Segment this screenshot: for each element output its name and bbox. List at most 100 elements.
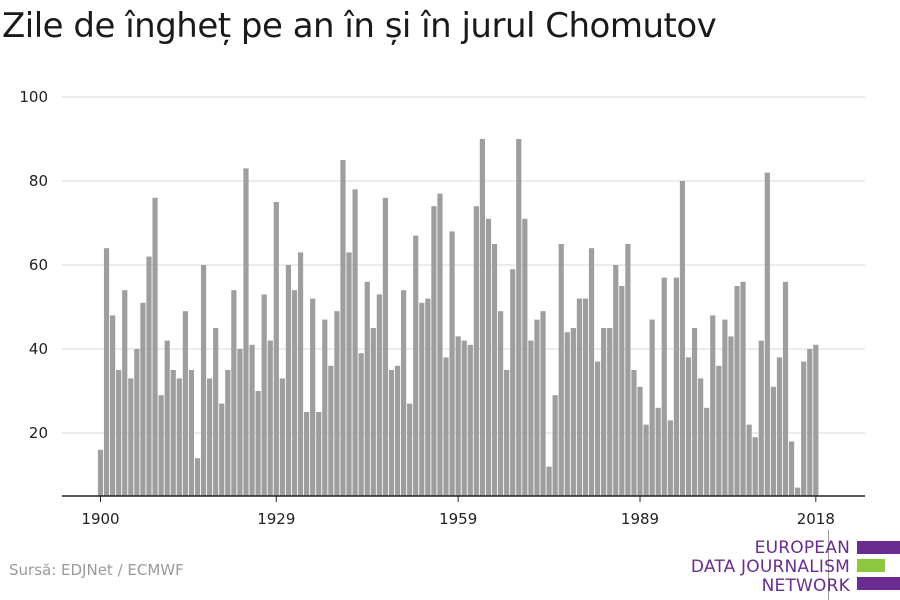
bar-2016 [801,361,807,496]
bar-1965 [491,244,498,496]
bar-1904 [122,290,128,496]
bar-2008 [752,437,758,496]
bar-1980 [582,298,589,496]
bar-1906 [134,349,140,496]
bar-1931 [285,265,292,496]
bar-1940 [340,160,346,496]
bar-1973 [540,311,546,496]
bar-1910 [158,395,164,496]
y-tick-label: 80 [29,172,48,190]
source-note: Sursă: EDJNet / ECMWF [9,561,184,579]
bar-1996 [679,181,686,496]
bar-1933 [297,252,304,496]
bar-1955 [431,206,437,496]
bar-1991 [649,319,655,496]
bar-1901 [103,248,110,496]
bar-1927 [261,294,267,496]
bar-1975 [552,395,558,496]
bar-1978 [570,328,576,496]
bar-1949 [394,365,401,496]
x-tick-label: 1929 [257,510,295,528]
bar-2003 [722,319,728,496]
bar-1908 [146,256,152,496]
bar-1953 [419,302,425,496]
bar-1912 [170,370,176,496]
bar-1900 [97,449,104,496]
bar-1994 [667,420,673,496]
bar-1957 [443,357,449,496]
bar-1982 [594,361,601,496]
x-tick-label: 2018 [797,510,835,528]
bar-chart: 20 40 60 80 100 1900 1929 1959 1989 2018 [19,88,865,528]
logo-bar-purple-bottom [857,577,900,590]
bar-1919 [213,328,219,496]
bar-1989 [637,386,643,496]
bar-1925 [249,344,255,496]
bar-1917 [200,265,207,496]
bar-1971 [528,340,534,496]
bar-1909 [152,197,158,497]
bar-1937 [322,319,328,496]
bar-1921 [225,370,231,496]
bar-1979 [576,298,582,496]
bar-1964 [485,218,492,497]
bar-1902 [110,315,116,496]
bar-1946 [376,294,382,496]
y-tick-label: 100 [19,88,48,106]
x-tick-label: 1900 [81,510,119,528]
bar-2015 [795,487,801,496]
bar-2011 [770,386,776,496]
bar-1948 [388,370,395,496]
y-tick-label: 60 [29,256,48,274]
bar-2009 [758,340,764,496]
bar-1914 [182,311,188,496]
bar-1967 [504,370,510,496]
bar-1987 [625,244,631,496]
bar-1923 [237,349,243,496]
bar-1956 [437,193,443,496]
x-tick-label: 1959 [439,510,477,528]
bar-1928 [267,340,273,496]
bar-2013 [782,281,789,496]
bar-2006 [740,281,746,496]
bar-1952 [413,235,419,496]
bar-1963 [479,139,486,496]
bar-1981 [588,248,595,496]
bar-1939 [334,311,340,496]
bar-2014 [788,441,795,496]
bar-1960 [461,340,467,496]
bar-1918 [207,378,213,496]
bar-1992 [655,407,661,496]
bar-1945 [370,328,376,496]
bar-2017 [807,349,813,496]
bar-2002 [716,365,722,496]
chart-title: Zile de îngheț pe an în și în jurul Chom… [2,6,717,46]
bar-1929 [273,202,279,496]
bars [97,139,819,497]
bar-1932 [291,290,298,496]
bar-1942 [352,189,358,496]
bar-1911 [164,340,170,496]
bar-1913 [176,378,182,496]
bar-1985 [613,265,619,496]
bar-2010 [764,172,770,496]
bar-1903 [116,370,122,496]
bar-1959 [455,336,461,496]
logo-bar-green [857,559,885,572]
x-tick-label: 1989 [621,510,659,528]
bar-2000 [704,407,710,496]
bar-1924 [243,168,249,496]
bar-1954 [425,298,431,496]
bar-1938 [328,365,334,496]
bar-1969 [516,139,522,496]
bar-2018 [813,344,819,496]
bar-1934 [304,412,310,496]
bar-1930 [279,378,285,496]
bar-1984 [607,328,613,496]
bar-1990 [643,424,649,496]
bar-1974 [546,466,552,496]
logo-text-network: NETWORK [761,576,850,596]
edjnet-logo: EUROPEAN DATA JOURNALISM NETWORK [691,530,900,600]
bar-1922 [231,290,237,496]
bar-1993 [661,277,667,496]
